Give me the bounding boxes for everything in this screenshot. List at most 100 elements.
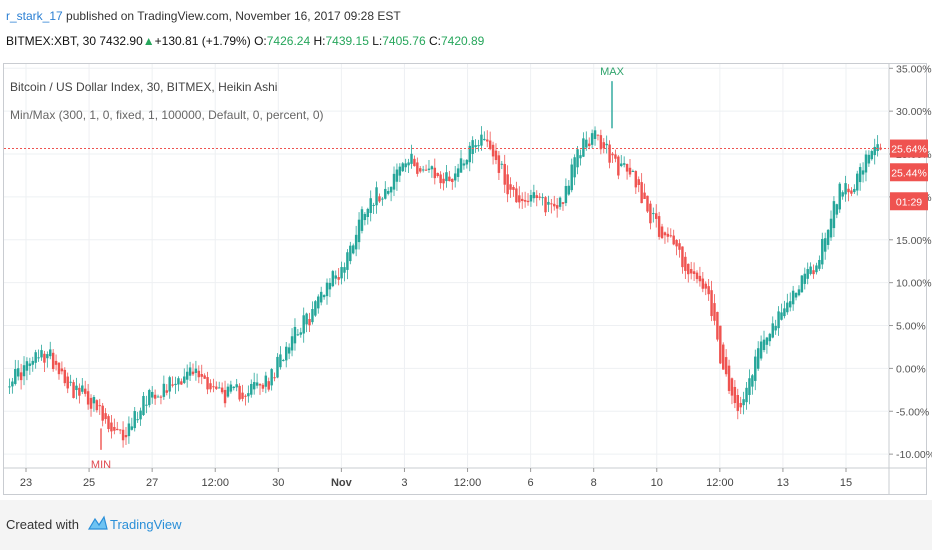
candle-body bbox=[742, 399, 745, 406]
candle-body bbox=[302, 315, 305, 334]
candle-body bbox=[250, 383, 253, 395]
candle-body bbox=[518, 195, 521, 203]
candle-body bbox=[375, 187, 378, 206]
candle-body bbox=[809, 266, 812, 274]
candle-body bbox=[404, 163, 407, 168]
x-tick-label: 3 bbox=[401, 477, 407, 489]
candle-body bbox=[605, 143, 608, 146]
author-link[interactable]: r_stark_17 bbox=[6, 9, 63, 23]
y-tick-label: -5.00% bbox=[896, 406, 929, 418]
candle-body bbox=[389, 186, 393, 193]
close-value: 7420.89 bbox=[440, 34, 485, 48]
candle-body bbox=[596, 134, 600, 136]
candle-body bbox=[567, 185, 571, 195]
candle-body bbox=[296, 334, 300, 336]
candle-body bbox=[101, 405, 104, 421]
candle-body bbox=[617, 156, 620, 176]
candle-body bbox=[86, 391, 90, 405]
candle-body bbox=[759, 341, 763, 359]
candle-body bbox=[145, 404, 148, 406]
candle-body bbox=[378, 196, 381, 202]
candle-body bbox=[180, 381, 183, 385]
candle-body bbox=[89, 397, 93, 409]
candle-body bbox=[34, 352, 37, 363]
candle-body bbox=[538, 196, 541, 198]
candle-body bbox=[401, 163, 404, 172]
candle-body bbox=[716, 311, 719, 340]
candle-body bbox=[707, 286, 710, 295]
candle-body bbox=[369, 198, 372, 213]
candle-body bbox=[791, 290, 795, 305]
candle-body bbox=[582, 138, 585, 157]
x-tick-label: 13 bbox=[777, 477, 789, 489]
candle-body bbox=[576, 149, 579, 168]
candle-body bbox=[719, 325, 722, 364]
x-axis-band bbox=[4, 468, 889, 494]
candle-body bbox=[858, 167, 862, 183]
candle-body bbox=[771, 323, 774, 338]
y-tick-label: 5.00% bbox=[896, 321, 926, 333]
candle-body bbox=[439, 174, 442, 184]
open-value: 7426.24 bbox=[266, 34, 311, 48]
candle-body bbox=[270, 369, 273, 386]
candle-body bbox=[279, 354, 282, 368]
candle-body bbox=[104, 413, 107, 420]
candle-body bbox=[28, 363, 32, 366]
candle-body bbox=[46, 354, 49, 359]
candle-body bbox=[797, 289, 801, 296]
candle-body bbox=[590, 133, 594, 145]
candle-body bbox=[465, 159, 469, 165]
candle-body bbox=[850, 190, 853, 194]
open-label: O: bbox=[254, 34, 267, 48]
candle-body bbox=[611, 153, 614, 156]
candle-body bbox=[98, 405, 101, 407]
candle-body bbox=[681, 246, 684, 268]
candle-body bbox=[407, 162, 410, 166]
price-change: +130.81 (+1.79%) bbox=[154, 34, 251, 48]
candle-body bbox=[49, 349, 52, 357]
x-tick-label: 15 bbox=[840, 477, 852, 489]
candle-body bbox=[500, 163, 504, 165]
candle-body bbox=[197, 370, 201, 378]
chart-frame[interactable] bbox=[3, 63, 927, 495]
x-tick-label: 30 bbox=[272, 477, 284, 489]
candle-body bbox=[11, 381, 14, 387]
candle-body bbox=[523, 199, 527, 202]
y-tick-label: 10.00% bbox=[896, 278, 932, 290]
max-label: MAX bbox=[600, 66, 625, 78]
y-tick-label: 15.00% bbox=[896, 235, 932, 247]
candle-body bbox=[637, 179, 640, 185]
price-tag-bg bbox=[890, 163, 928, 182]
candle-body bbox=[290, 336, 294, 351]
candle-body bbox=[471, 140, 474, 155]
candle-body bbox=[477, 145, 480, 147]
candle-body bbox=[622, 163, 626, 165]
candle-body bbox=[162, 383, 166, 397]
candle-body bbox=[684, 256, 687, 271]
candle-body bbox=[433, 167, 437, 179]
candle-body bbox=[486, 139, 489, 142]
candle-body bbox=[821, 238, 824, 265]
candle-body bbox=[110, 422, 113, 432]
candles bbox=[8, 126, 882, 448]
candle-body bbox=[625, 163, 629, 172]
candle-body bbox=[701, 278, 705, 289]
candle-body bbox=[864, 154, 868, 173]
candle-body bbox=[220, 387, 224, 393]
candle-body bbox=[451, 178, 454, 183]
price-chart[interactable]: 35.00%30.00%25.00%20.00%15.00%10.00%5.00… bbox=[0, 0, 932, 500]
candle-body bbox=[838, 183, 841, 210]
candle-body bbox=[421, 169, 425, 171]
candle-body bbox=[774, 325, 777, 331]
candle-body bbox=[515, 188, 518, 203]
candle-body bbox=[183, 376, 186, 383]
candle-body bbox=[43, 353, 46, 363]
x-tick-label: 12:00 bbox=[454, 477, 482, 489]
candle-body bbox=[284, 346, 288, 361]
candle-body bbox=[800, 275, 804, 293]
tradingview-brand-link[interactable]: TradingView bbox=[110, 517, 182, 532]
price-tag-label: 25.64% bbox=[891, 144, 927, 156]
candle-body bbox=[51, 352, 55, 370]
candle-body bbox=[602, 142, 606, 149]
candle-body bbox=[832, 201, 836, 229]
